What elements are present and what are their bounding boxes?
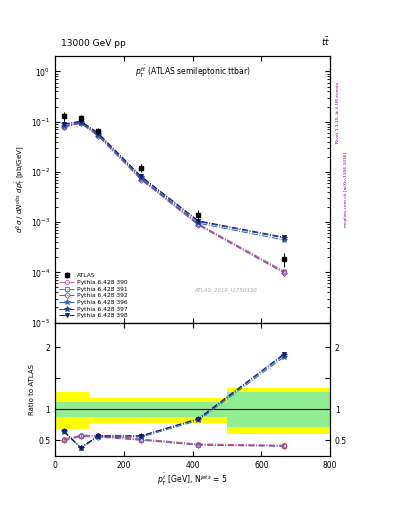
Pythia 6.428 396 xyxy=(282,237,287,243)
Pythia 6.428 397 xyxy=(196,219,201,225)
Line: Pythia 6.428 392: Pythia 6.428 392 xyxy=(62,121,286,275)
Pythia 6.428 398 xyxy=(61,121,66,127)
Text: 13000 GeV pp: 13000 GeV pp xyxy=(61,39,125,48)
Pythia 6.428 392 xyxy=(196,222,201,228)
Pythia 6.428 397 xyxy=(282,235,287,241)
Y-axis label: Ratio to ATLAS: Ratio to ATLAS xyxy=(29,364,35,415)
Line: Pythia 6.428 398: Pythia 6.428 398 xyxy=(62,119,286,239)
Text: $t\bar{t}$: $t\bar{t}$ xyxy=(321,35,330,48)
Pythia 6.428 398 xyxy=(95,130,100,136)
Pythia 6.428 397 xyxy=(95,131,100,137)
Pythia 6.428 392 xyxy=(95,133,100,139)
Pythia 6.428 398 xyxy=(196,218,201,224)
Pythia 6.428 396 xyxy=(79,120,83,126)
Pythia 6.428 390 xyxy=(139,175,143,181)
Pythia 6.428 398 xyxy=(282,234,287,240)
Pythia 6.428 398 xyxy=(139,173,143,179)
Pythia 6.428 392 xyxy=(61,124,66,130)
Line: Pythia 6.428 391: Pythia 6.428 391 xyxy=(62,121,286,274)
Pythia 6.428 392 xyxy=(139,177,143,183)
Pythia 6.428 390 xyxy=(196,221,201,227)
Pythia 6.428 390 xyxy=(61,123,66,129)
X-axis label: $p^{\bar{t}}_T$ [GeV], N$^{jets}$ = 5: $p^{\bar{t}}_T$ [GeV], N$^{jets}$ = 5 xyxy=(157,472,228,488)
Text: mcplots.cern.ch [arXiv:1306.3436]: mcplots.cern.ch [arXiv:1306.3436] xyxy=(344,152,348,227)
Pythia 6.428 391 xyxy=(196,221,201,227)
Pythia 6.428 397 xyxy=(139,174,143,180)
Pythia 6.428 391 xyxy=(95,132,100,138)
Pythia 6.428 390 xyxy=(79,119,83,125)
Pythia 6.428 391 xyxy=(282,269,287,275)
Pythia 6.428 397 xyxy=(79,119,83,125)
Y-axis label: $d^2\sigma$ / $dN^{obs}$ $dp^{\bar{t}}_T$ [pb/GeV]: $d^2\sigma$ / $dN^{obs}$ $dp^{\bar{t}}_T… xyxy=(14,145,28,233)
Legend: ATLAS, Pythia 6.428 390, Pythia 6.428 391, Pythia 6.428 392, Pythia 6.428 396, P: ATLAS, Pythia 6.428 390, Pythia 6.428 39… xyxy=(58,272,129,319)
Line: Pythia 6.428 390: Pythia 6.428 390 xyxy=(62,120,286,273)
Pythia 6.428 390 xyxy=(95,132,100,138)
Pythia 6.428 398 xyxy=(79,118,83,124)
Pythia 6.428 396 xyxy=(61,123,66,129)
Pythia 6.428 391 xyxy=(61,123,66,130)
Line: Pythia 6.428 397: Pythia 6.428 397 xyxy=(61,119,287,241)
Pythia 6.428 396 xyxy=(139,175,143,181)
Pythia 6.428 390 xyxy=(282,268,287,274)
Pythia 6.428 392 xyxy=(79,120,83,126)
Pythia 6.428 391 xyxy=(139,176,143,182)
Text: $p_T^{t\bar{t}}$ (ATLAS semileptonic ttbar): $p_T^{t\bar{t}}$ (ATLAS semileptonic ttb… xyxy=(135,65,250,80)
Line: Pythia 6.428 396: Pythia 6.428 396 xyxy=(61,120,287,243)
Pythia 6.428 396 xyxy=(196,220,201,226)
Pythia 6.428 396 xyxy=(95,132,100,138)
Pythia 6.428 392 xyxy=(282,270,287,276)
Pythia 6.428 397 xyxy=(61,121,66,127)
Text: Rivet 3.1.10, ≥ 3.1M events: Rivet 3.1.10, ≥ 3.1M events xyxy=(336,82,340,143)
Pythia 6.428 391 xyxy=(79,120,83,126)
Text: ATLAS_2019_I1750330: ATLAS_2019_I1750330 xyxy=(194,288,257,293)
